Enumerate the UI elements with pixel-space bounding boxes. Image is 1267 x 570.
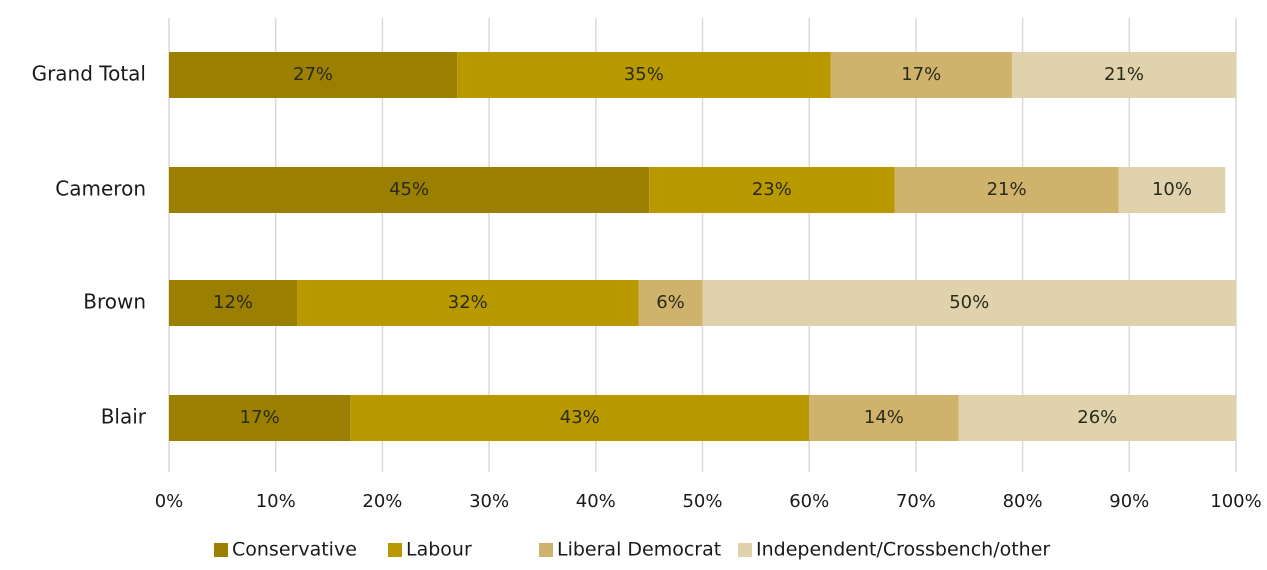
bar-segment <box>169 167 650 213</box>
legend-swatch <box>738 543 752 557</box>
category-label: Grand Total <box>32 62 146 86</box>
bar-segment <box>894 167 1119 213</box>
bar-segment <box>809 395 959 441</box>
segment-value-label: 43% <box>560 407 600 428</box>
segment-value-label: 10% <box>1152 179 1192 200</box>
segment-value-label: 21% <box>987 179 1027 200</box>
category-label: Blair <box>101 405 147 429</box>
bar-segment <box>649 167 895 213</box>
bar-segment <box>350 395 810 441</box>
x-tick-label: 90% <box>1109 491 1149 512</box>
bar-segment <box>702 280 1236 326</box>
segment-value-label: 27% <box>293 64 333 85</box>
legend-swatch <box>388 543 402 557</box>
x-tick-label: 60% <box>789 491 829 512</box>
category-labels: Grand Total Cameron Brown Blair <box>32 62 147 429</box>
legend-label: Liberal Democrat <box>557 539 721 561</box>
legend-label: Conservative <box>232 539 357 561</box>
bars <box>169 52 1236 441</box>
segment-labels: 27% 35% 17% 21% 45% 23% 21% 10% 12% 32% 6% 50% 17% 43… <box>213 64 1192 428</box>
segment-value-label: 14% <box>864 407 904 428</box>
x-tick-label: 80% <box>1003 491 1043 512</box>
x-tick-label: 50% <box>682 491 722 512</box>
segment-value-label: 6% <box>656 292 685 313</box>
bar-segment <box>1011 52 1236 98</box>
segment-value-label: 17% <box>901 64 941 85</box>
segment-value-label: 12% <box>213 292 253 313</box>
segment-value-label: 35% <box>624 64 664 85</box>
bar-segment <box>830 52 1012 98</box>
legend-label: Independent/Crossbench/other <box>756 539 1050 561</box>
segment-value-label: 17% <box>240 407 280 428</box>
segment-value-label: 26% <box>1077 407 1117 428</box>
x-tick-label: 40% <box>576 491 616 512</box>
x-tick-label: 20% <box>362 491 402 512</box>
segment-value-label: 32% <box>448 292 488 313</box>
bar-segment <box>958 395 1236 441</box>
bar-segment <box>297 280 639 326</box>
legend-swatch <box>214 543 228 557</box>
legend-swatch <box>539 543 553 557</box>
bar-segment <box>169 280 298 326</box>
x-tick-label: 30% <box>469 491 509 512</box>
x-tick-label: 100% <box>1210 491 1261 512</box>
bar-segment <box>1118 167 1226 213</box>
bar-segment <box>457 52 831 98</box>
bar-segment <box>169 52 458 98</box>
segment-value-label: 21% <box>1104 64 1144 85</box>
x-tick-label: 0% <box>155 491 184 512</box>
legend-label: Labour <box>406 539 472 561</box>
segment-value-label: 45% <box>389 179 429 200</box>
category-label: Brown <box>83 290 146 314</box>
x-tick-label: 10% <box>256 491 296 512</box>
bar-segment <box>169 395 351 441</box>
legend: Conservative Labour Liberal Democrat Indepe… <box>214 539 1050 561</box>
x-tick-label: 70% <box>896 491 936 512</box>
x-axis-ticks: 0% 10% 20% 30% 40% 50% 60% 70% 80% 90% 100% <box>155 491 1262 512</box>
segment-value-label: 23% <box>752 179 792 200</box>
bar-segment <box>638 280 703 326</box>
segment-value-label: 50% <box>949 292 989 313</box>
category-label: Cameron <box>55 177 146 201</box>
